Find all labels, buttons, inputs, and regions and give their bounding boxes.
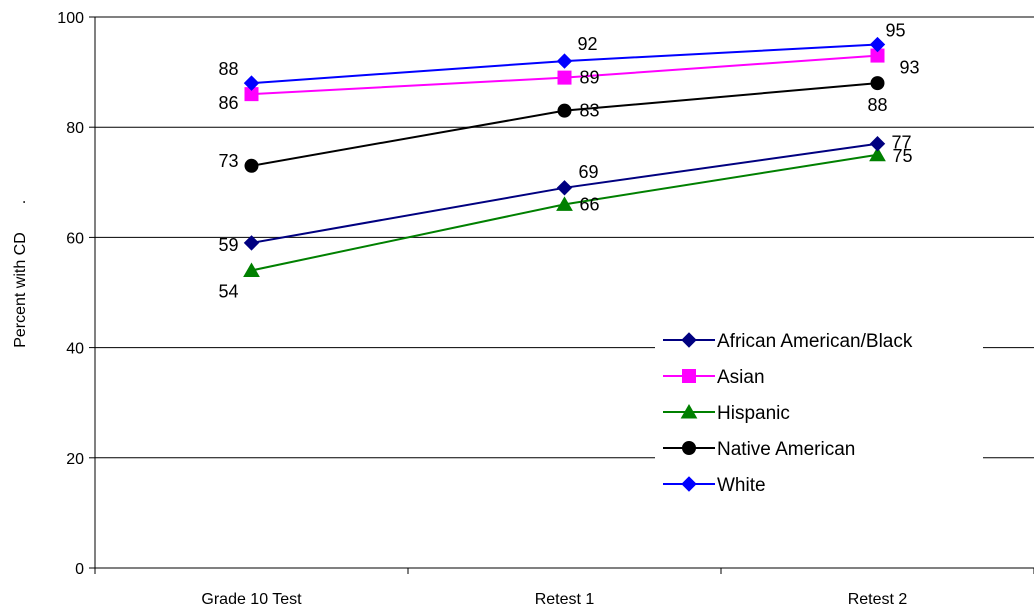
data-label: 93 xyxy=(900,58,920,78)
data-label: 92 xyxy=(578,34,598,54)
data-point xyxy=(243,75,260,91)
data-point xyxy=(243,235,260,251)
series-asian xyxy=(244,48,885,102)
data-point xyxy=(870,76,885,91)
series-white xyxy=(243,36,886,91)
legend-marker xyxy=(682,441,696,455)
legend-item: White xyxy=(663,475,766,496)
data-label: 95 xyxy=(886,21,906,41)
series-group xyxy=(243,36,886,277)
legend-item: African American/Black xyxy=(663,331,913,352)
x-tick-label: Retest 1 xyxy=(535,591,595,608)
data-point xyxy=(243,262,260,277)
data-point xyxy=(869,146,886,162)
series-line xyxy=(251,153,878,272)
y-tick-label: 100 xyxy=(57,10,84,27)
data-point xyxy=(556,180,573,196)
y-tick-label: 60 xyxy=(66,230,84,247)
legend-marker xyxy=(681,476,697,492)
legend: African American/Black Asian Hispanic Nativ… xyxy=(655,322,983,502)
data-point xyxy=(556,53,573,69)
legend-item: Hispanic xyxy=(663,403,790,424)
x-tick-label: Grade 10 Test xyxy=(201,591,302,608)
data-label: 54 xyxy=(218,281,238,301)
x-tick-label: Retest 2 xyxy=(848,591,908,608)
data-point xyxy=(556,196,573,211)
y-axis-mark: . xyxy=(12,200,29,204)
y-axis-title: Percent with CD xyxy=(12,232,29,348)
data-label: 83 xyxy=(580,101,600,121)
legend-marker xyxy=(682,369,696,383)
data-label: 75 xyxy=(893,146,913,166)
legend-label: Hispanic xyxy=(717,403,790,424)
data-label: 89 xyxy=(580,68,600,88)
data-label: 73 xyxy=(218,151,238,171)
legend-label: White xyxy=(717,475,766,496)
data-point xyxy=(869,136,886,152)
data-label: 88 xyxy=(867,95,887,115)
data-label: 69 xyxy=(579,162,599,182)
data-labels: 59 69 77 86 89 93 54 66 75 73 83 88 88 92 95 xyxy=(218,21,919,302)
data-point xyxy=(244,158,259,173)
data-point xyxy=(869,36,886,53)
legend-item: Asian xyxy=(663,367,765,388)
data-label: 86 xyxy=(218,93,238,113)
series-native-american xyxy=(244,76,885,173)
legend-marker xyxy=(680,403,698,419)
legend-marker xyxy=(681,332,697,348)
data-label: 77 xyxy=(892,133,912,153)
y-tick-label: 0 xyxy=(75,561,84,578)
legend-label: African American/Black xyxy=(717,331,913,352)
data-point xyxy=(557,70,572,85)
legend-label: Asian xyxy=(717,367,765,388)
axes: 0 20 40 60 80 100 Grade 10 Test Retest 1 Retest … xyxy=(57,10,1034,608)
series-line xyxy=(251,82,878,167)
legend-item: Native American xyxy=(663,439,855,460)
data-label: 66 xyxy=(580,194,600,214)
series-hispanic xyxy=(243,146,886,277)
data-point xyxy=(557,103,572,118)
y-tick-label: 40 xyxy=(66,341,84,358)
data-label: 59 xyxy=(218,235,238,255)
y-tick-label: 20 xyxy=(66,451,84,468)
series-african-american-black xyxy=(243,136,886,251)
data-label: 88 xyxy=(218,59,238,79)
y-tick-label: 80 xyxy=(66,120,84,137)
legend-label: Native American xyxy=(717,439,855,460)
